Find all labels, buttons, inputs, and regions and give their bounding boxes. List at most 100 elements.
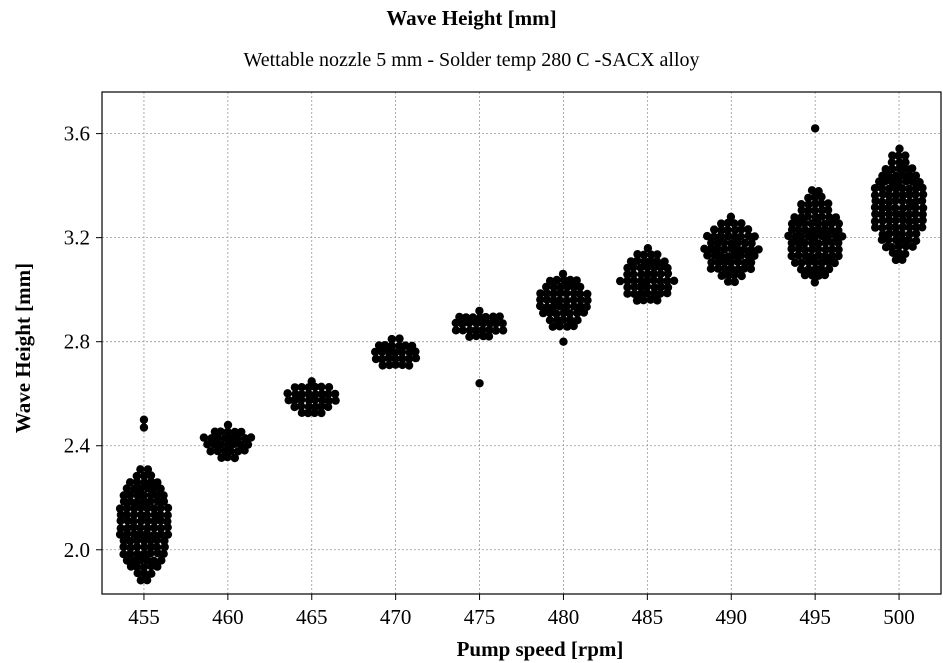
data-point	[901, 151, 910, 160]
data-point	[917, 196, 927, 205]
data-point	[901, 164, 910, 173]
x-tick-labels: 455 460 465 470 475 480 485 490 495 500	[128, 594, 915, 629]
data-point	[133, 491, 142, 500]
data-point	[834, 238, 843, 247]
data-point	[159, 491, 168, 500]
data-point	[905, 223, 914, 232]
data-point	[559, 275, 569, 285]
data-point	[216, 440, 225, 449]
data-point	[323, 389, 333, 399]
data-point	[130, 504, 139, 513]
data-point	[746, 264, 756, 274]
data-point	[136, 529, 145, 539]
data-point	[633, 256, 642, 265]
data-point	[642, 282, 652, 291]
data-point	[898, 222, 907, 232]
data-point	[807, 219, 816, 228]
data-point	[491, 319, 501, 328]
data-point	[140, 542, 149, 552]
data-point	[823, 205, 833, 215]
data-point	[404, 354, 414, 363]
data-point	[555, 302, 564, 311]
data-point	[149, 484, 158, 493]
data-point	[912, 184, 921, 193]
grid-lines	[102, 92, 941, 594]
data-point	[136, 503, 145, 512]
data-point	[545, 276, 555, 286]
data-point	[563, 322, 572, 331]
data-point	[116, 516, 125, 525]
data-point	[223, 427, 232, 436]
data-point	[804, 200, 813, 209]
data-point	[310, 395, 320, 404]
data-point	[810, 206, 820, 215]
data-point	[116, 524, 126, 533]
data-point	[891, 235, 901, 245]
data-point	[290, 396, 299, 405]
data-point	[706, 264, 716, 273]
data-point	[810, 192, 820, 202]
data-point	[126, 497, 135, 506]
data-point	[303, 408, 313, 418]
data-point	[160, 536, 169, 546]
data-point	[126, 549, 135, 558]
data-point	[891, 223, 900, 232]
data-point	[820, 219, 830, 229]
data-point	[884, 209, 894, 219]
data-point	[875, 177, 884, 186]
data-point	[565, 315, 575, 324]
data-point	[304, 395, 314, 405]
data-point	[746, 258, 756, 267]
data-point	[562, 289, 571, 298]
data-point	[892, 171, 901, 180]
data-point	[159, 497, 169, 506]
data-point	[378, 361, 387, 370]
data-point	[633, 250, 642, 259]
data-point	[132, 542, 142, 551]
data-point	[730, 251, 739, 260]
data-point	[122, 556, 132, 565]
data-point	[810, 278, 819, 287]
data-point	[720, 244, 729, 254]
data-point	[898, 255, 907, 264]
data-point	[555, 322, 564, 331]
data-point	[797, 200, 806, 209]
data-point	[813, 219, 823, 228]
data-point	[797, 258, 806, 267]
data-point	[750, 232, 759, 241]
data-point	[918, 190, 928, 199]
data-point	[707, 258, 716, 267]
data-point	[656, 263, 665, 272]
data-point	[126, 543, 135, 552]
data-point	[827, 219, 836, 228]
data-point	[213, 433, 222, 442]
data-point	[636, 282, 645, 292]
data-point	[290, 383, 300, 392]
data-point	[136, 465, 145, 474]
data-point	[878, 190, 887, 199]
data-point	[136, 510, 146, 520]
data-point	[646, 295, 655, 304]
data-point	[713, 264, 723, 273]
data-point	[898, 196, 907, 206]
data-point	[716, 232, 725, 241]
data-point	[804, 258, 813, 267]
data-point	[810, 257, 820, 267]
data-point	[810, 232, 820, 241]
data-point	[330, 389, 340, 399]
data-point	[549, 296, 558, 305]
data-point	[723, 218, 733, 228]
data-point	[150, 516, 159, 526]
data-point	[650, 283, 659, 292]
data-point	[472, 331, 481, 341]
data-point	[291, 389, 300, 399]
data-point	[703, 231, 712, 241]
data-point	[220, 434, 230, 443]
data-point	[119, 491, 128, 500]
data-point	[891, 196, 900, 205]
data-point	[898, 204, 908, 213]
data-point	[133, 549, 142, 558]
data-point	[553, 315, 562, 325]
data-point	[246, 433, 256, 442]
